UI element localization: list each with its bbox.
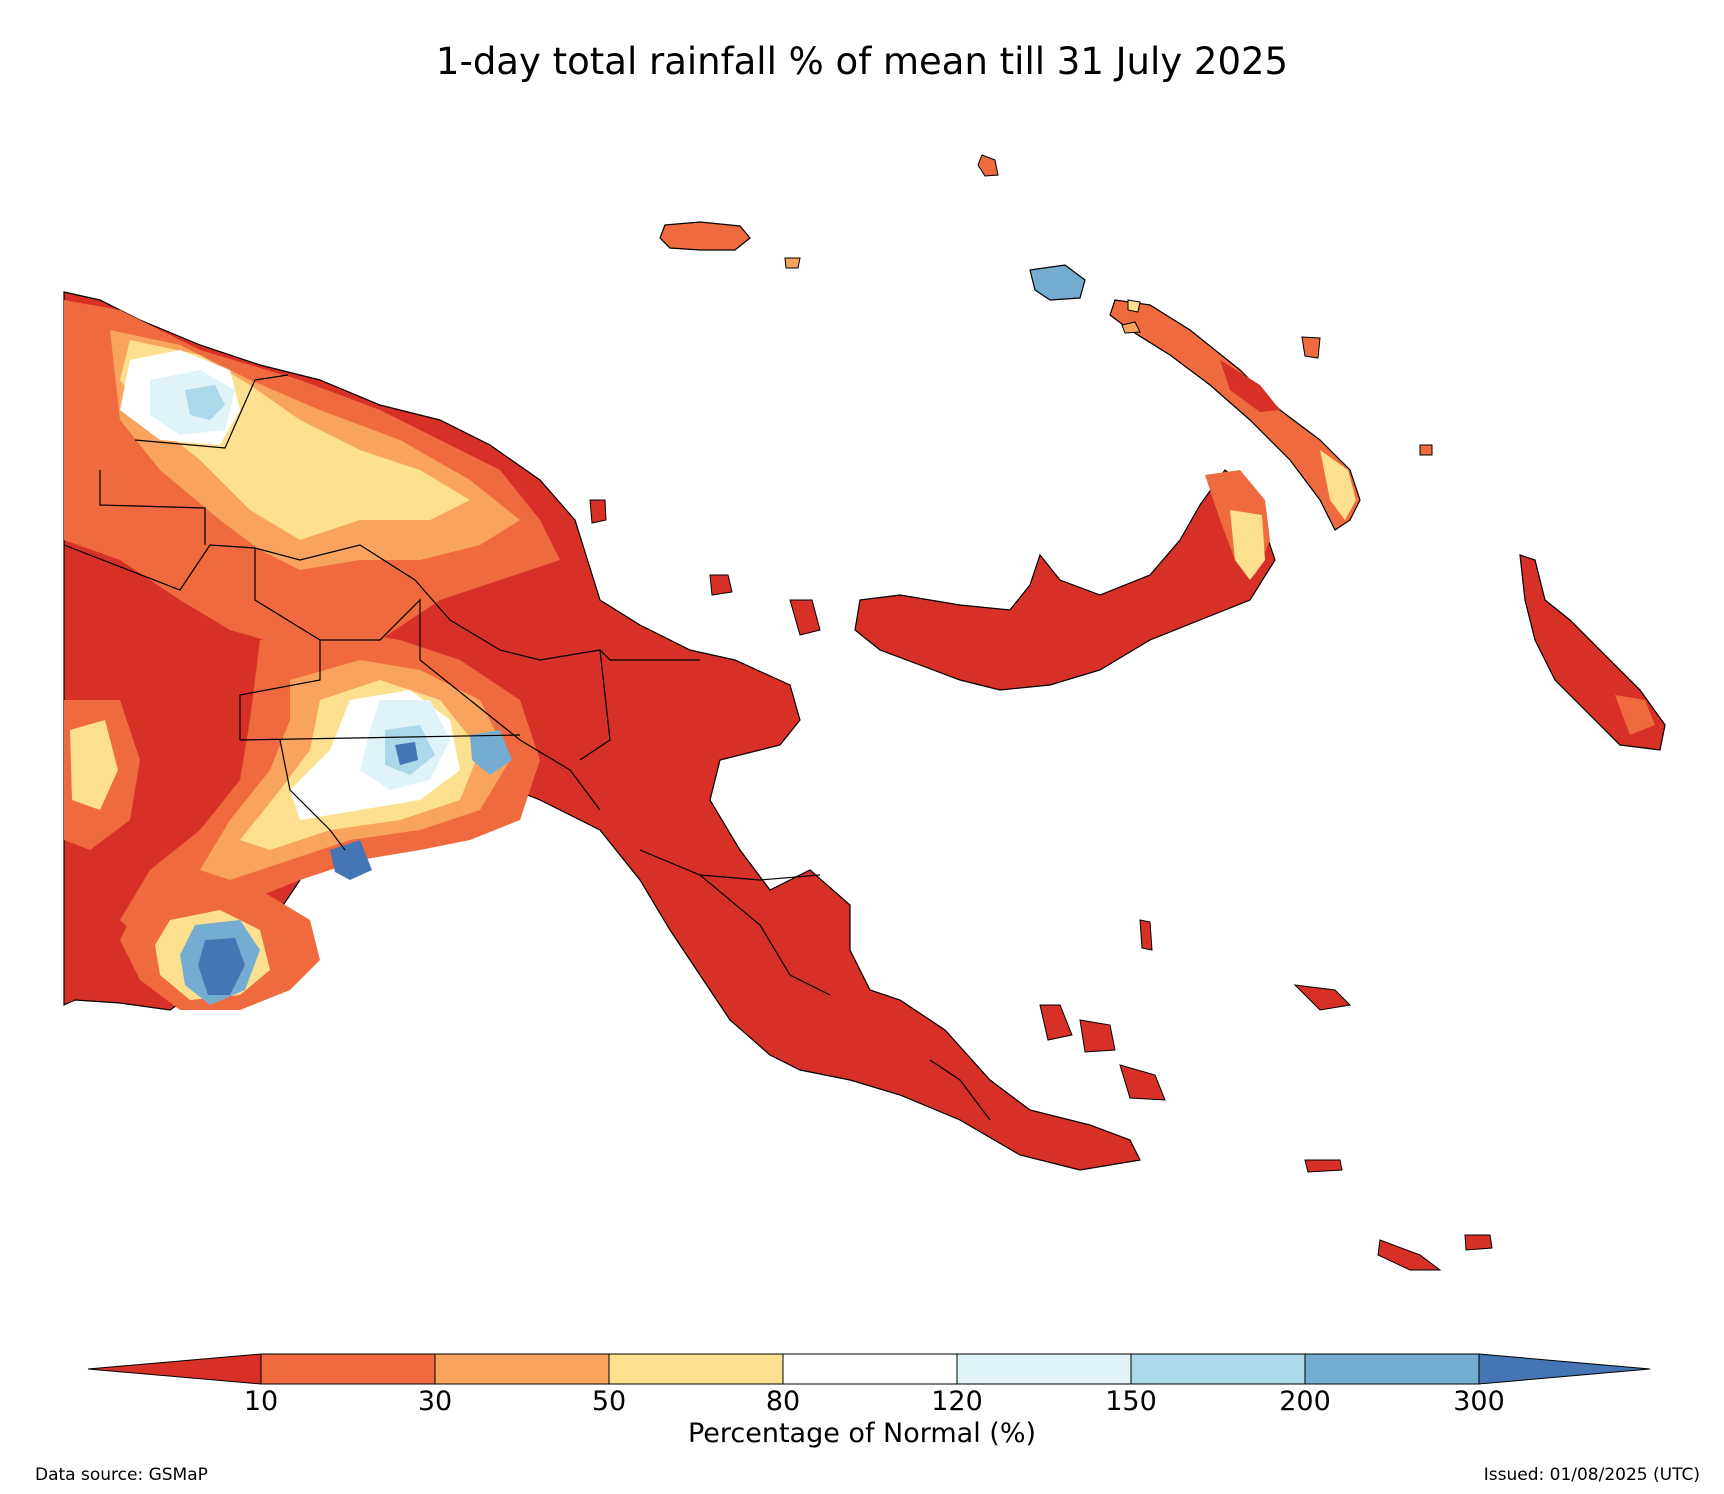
legend-bin-5 <box>956 1353 1132 1385</box>
legend-tick-10: 10 <box>243 1386 279 1417</box>
bougainville-orange <box>1615 695 1655 735</box>
legend-tick-200: 200 <box>1279 1386 1331 1417</box>
region-darkblue-southwest <box>198 938 245 995</box>
legend-tick-150: 150 <box>1105 1386 1157 1417</box>
legend-tick-300: 300 <box>1453 1386 1505 1417</box>
legend-bin-2 <box>434 1353 610 1385</box>
region-darkblue-central <box>395 742 418 765</box>
legend-bin-high <box>1478 1353 1651 1385</box>
legend-bin-1 <box>260 1353 436 1385</box>
province-boundaries <box>63 374 991 1121</box>
legend-bin-7 <box>1304 1353 1480 1385</box>
region-blue-north <box>185 385 225 420</box>
legend-bin-3 <box>608 1353 784 1385</box>
issued-date: Issued: 01/08/2025 (UTC) <box>1483 1465 1700 1485</box>
new-britain-east-yellow <box>1230 510 1265 580</box>
new-ireland-yellow <box>1320 450 1356 520</box>
legend-bin-low <box>87 1353 262 1385</box>
legend-tick-50: 50 <box>591 1386 627 1417</box>
region-blue-coast <box>330 840 372 880</box>
small-islands <box>589 154 1493 1271</box>
legend-bin-4 <box>782 1353 958 1385</box>
legend-tick-80: 80 <box>765 1386 801 1417</box>
new-ireland-red <box>1220 360 1280 412</box>
rainfall-map <box>63 154 1666 1271</box>
legend-title: Percentage of Normal (%) <box>687 1418 1037 1449</box>
legend-tick-30: 30 <box>417 1386 453 1417</box>
legend-color-bins <box>87 1353 1651 1385</box>
legend-colorbar <box>87 1353 1651 1385</box>
manus-island <box>659 221 751 251</box>
data-source-note: Data source: GSMaP <box>35 1465 208 1485</box>
region-blue-east-central <box>470 730 512 775</box>
map-title: 1-day total rainfall % of mean till 31 J… <box>435 40 1289 83</box>
legend-tick-120: 120 <box>931 1386 983 1417</box>
region-yellow-west <box>70 720 118 810</box>
legend-bin-6 <box>1130 1353 1306 1385</box>
new-hanover <box>1029 264 1086 301</box>
